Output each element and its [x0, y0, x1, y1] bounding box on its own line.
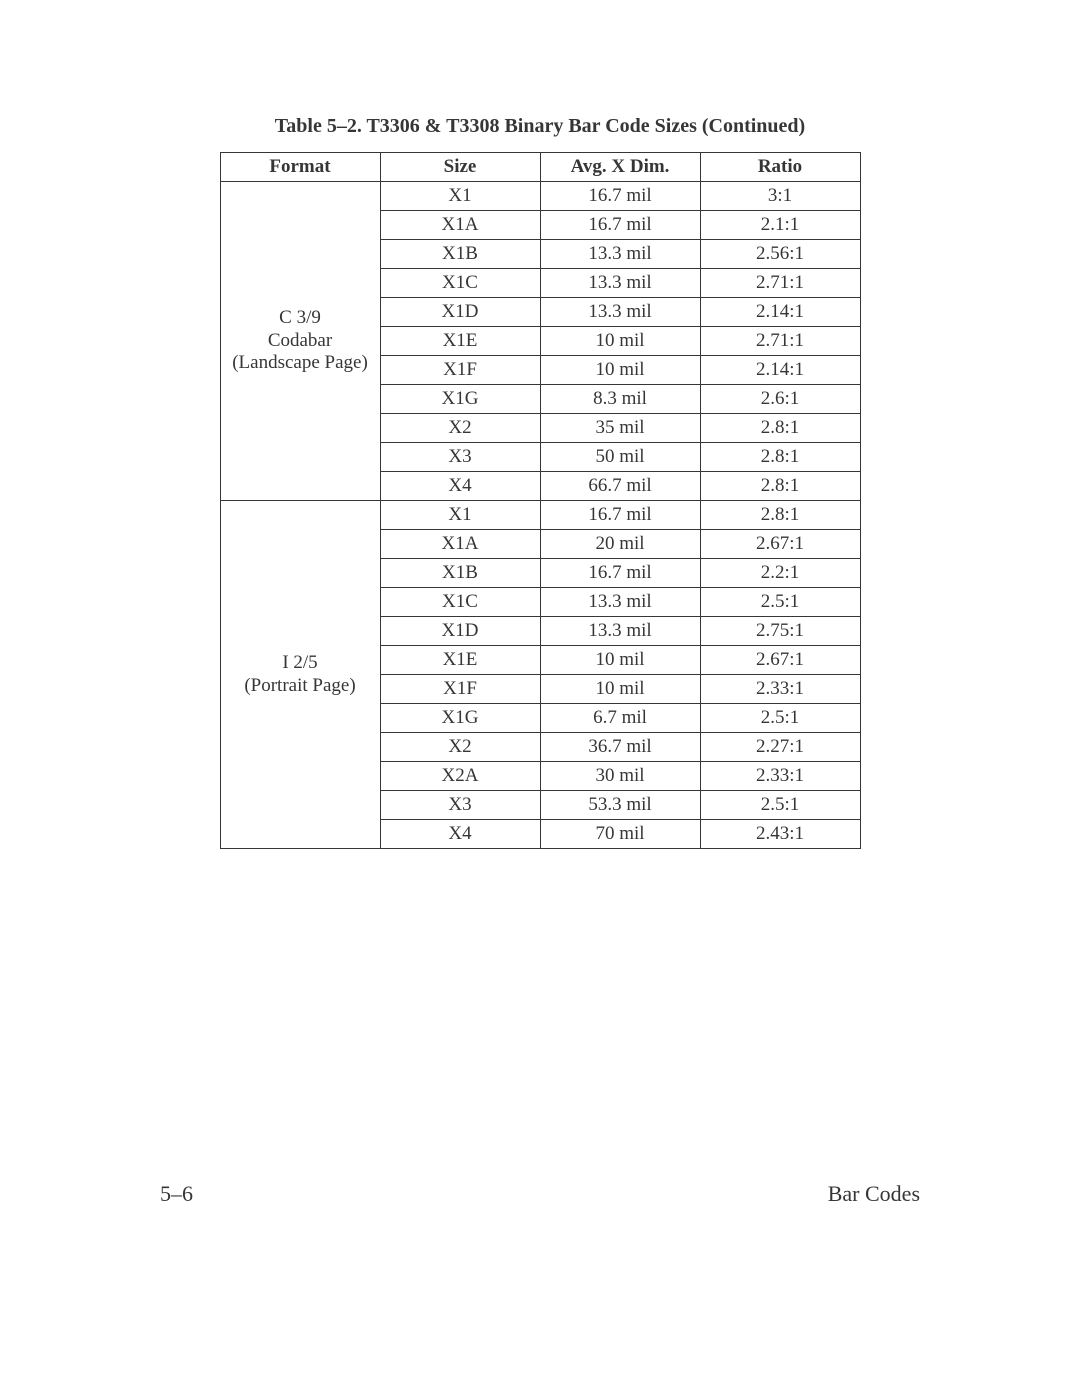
ratio-cell: 2.14:1 — [700, 298, 860, 327]
ratio-cell: 2.1:1 — [700, 211, 860, 240]
size-cell: X4 — [380, 472, 540, 501]
dim-cell: 53.3 mil — [540, 791, 700, 820]
ratio-cell: 2.67:1 — [700, 530, 860, 559]
size-cell: X1 — [380, 501, 540, 530]
ratio-cell: 2.14:1 — [700, 356, 860, 385]
dim-cell: 36.7 mil — [540, 733, 700, 762]
page: Table 5–2. T3306 & T3308 Binary Bar Code… — [0, 0, 1080, 1397]
format-cell: I 2/5(Portrait Page) — [220, 501, 380, 849]
size-cell: X1A — [380, 530, 540, 559]
dim-cell: 35 mil — [540, 414, 700, 443]
dim-cell: 13.3 mil — [540, 588, 700, 617]
ratio-cell: 2.8:1 — [700, 443, 860, 472]
ratio-cell: 2.71:1 — [700, 327, 860, 356]
size-cell: X1E — [380, 646, 540, 675]
dim-cell: 70 mil — [540, 820, 700, 849]
size-cell: X1C — [380, 588, 540, 617]
dim-cell: 10 mil — [540, 675, 700, 704]
dim-cell: 20 mil — [540, 530, 700, 559]
col-header-dim: Avg. X Dim. — [540, 153, 700, 182]
size-cell: X1 — [380, 182, 540, 211]
dim-cell: 13.3 mil — [540, 269, 700, 298]
dim-cell: 13.3 mil — [540, 240, 700, 269]
ratio-cell: 2.27:1 — [700, 733, 860, 762]
dim-cell: 13.3 mil — [540, 298, 700, 327]
col-header-size: Size — [380, 153, 540, 182]
size-cell: X2 — [380, 414, 540, 443]
size-cell: X1G — [380, 385, 540, 414]
format-cell-line: (Landscape Page) — [232, 352, 368, 373]
barcode-sizes-table: Format Size Avg. X Dim. Ratio C 3/9Codab… — [220, 152, 861, 849]
ratio-cell: 2.67:1 — [700, 646, 860, 675]
dim-cell: 66.7 mil — [540, 472, 700, 501]
dim-cell: 10 mil — [540, 646, 700, 675]
ratio-cell: 2.5:1 — [700, 791, 860, 820]
dim-cell: 13.3 mil — [540, 617, 700, 646]
table-header-row: Format Size Avg. X Dim. Ratio — [220, 153, 860, 182]
format-cell-line: I 2/5 — [282, 652, 317, 673]
ratio-cell: 2.5:1 — [700, 704, 860, 733]
dim-cell: 6.7 mil — [540, 704, 700, 733]
ratio-cell: 2.8:1 — [700, 501, 860, 530]
ratio-cell: 2.56:1 — [700, 240, 860, 269]
table-caption: Table 5–2. T3306 & T3308 Binary Bar Code… — [0, 115, 1080, 138]
ratio-cell: 2.5:1 — [700, 588, 860, 617]
size-cell: X3 — [380, 443, 540, 472]
size-cell: X1B — [380, 240, 540, 269]
dim-cell: 30 mil — [540, 762, 700, 791]
size-cell: X1C — [380, 269, 540, 298]
ratio-cell: 2.6:1 — [700, 385, 860, 414]
ratio-cell: 2.75:1 — [700, 617, 860, 646]
size-cell: X1F — [380, 675, 540, 704]
size-cell: X4 — [380, 820, 540, 849]
ratio-cell: 2.2:1 — [700, 559, 860, 588]
col-header-format: Format — [220, 153, 380, 182]
ratio-cell: 2.33:1 — [700, 675, 860, 704]
page-footer: 5–6 Bar Codes — [160, 1181, 920, 1207]
format-cell: C 3/9Codabar(Landscape Page) — [220, 182, 380, 501]
size-cell: X3 — [380, 791, 540, 820]
size-cell: X1F — [380, 356, 540, 385]
page-number: 5–6 — [160, 1181, 193, 1207]
table-row: C 3/9Codabar(Landscape Page)X116.7 mil3:… — [220, 182, 860, 211]
ratio-cell: 2.43:1 — [700, 820, 860, 849]
format-cell-line: C 3/9 — [279, 307, 321, 328]
size-cell: X2 — [380, 733, 540, 762]
format-cell-line: (Portrait Page) — [244, 675, 355, 696]
dim-cell: 10 mil — [540, 356, 700, 385]
ratio-cell: 2.71:1 — [700, 269, 860, 298]
ratio-cell: 2.8:1 — [700, 414, 860, 443]
size-cell: X1D — [380, 617, 540, 646]
size-cell: X2A — [380, 762, 540, 791]
col-header-ratio: Ratio — [700, 153, 860, 182]
dim-cell: 16.7 mil — [540, 182, 700, 211]
section-title: Bar Codes — [828, 1181, 920, 1207]
size-cell: X1E — [380, 327, 540, 356]
dim-cell: 16.7 mil — [540, 211, 700, 240]
size-cell: X1G — [380, 704, 540, 733]
dim-cell: 16.7 mil — [540, 559, 700, 588]
table-row: I 2/5(Portrait Page)X116.7 mil2.8:1 — [220, 501, 860, 530]
ratio-cell: 3:1 — [700, 182, 860, 211]
dim-cell: 16.7 mil — [540, 501, 700, 530]
dim-cell: 50 mil — [540, 443, 700, 472]
dim-cell: 8.3 mil — [540, 385, 700, 414]
size-cell: X1B — [380, 559, 540, 588]
ratio-cell: 2.8:1 — [700, 472, 860, 501]
size-cell: X1D — [380, 298, 540, 327]
ratio-cell: 2.33:1 — [700, 762, 860, 791]
dim-cell: 10 mil — [540, 327, 700, 356]
size-cell: X1A — [380, 211, 540, 240]
format-cell-line: Codabar — [268, 330, 332, 351]
